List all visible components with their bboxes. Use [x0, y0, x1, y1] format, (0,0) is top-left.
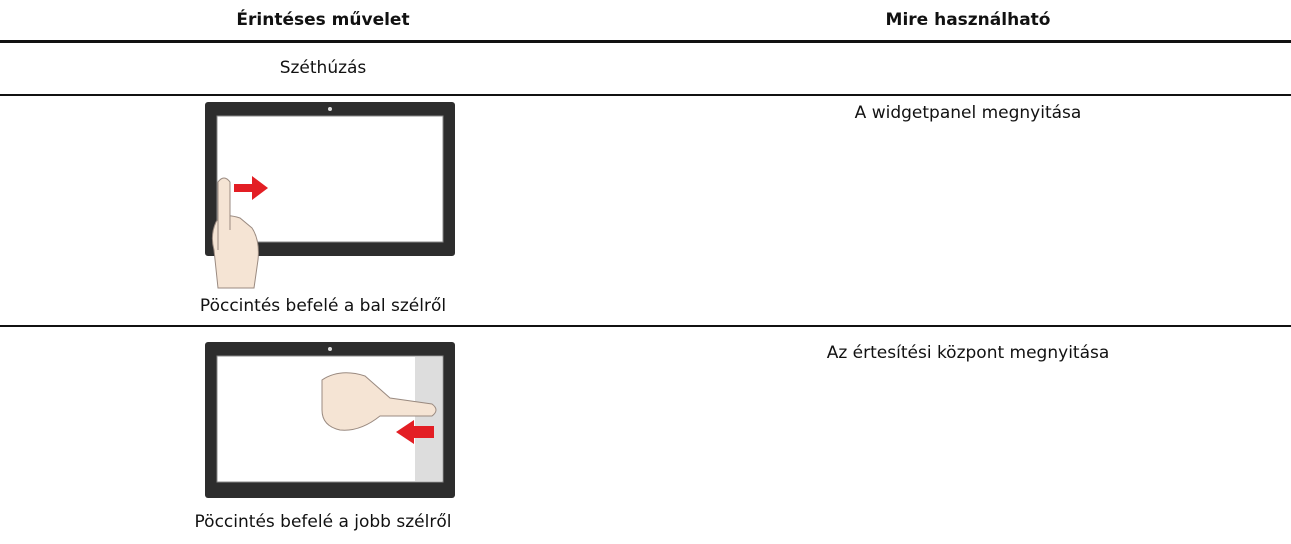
- gesture-illustration: [205, 102, 455, 289]
- gesture-illustration: [205, 342, 455, 498]
- header-rule: [0, 40, 1291, 43]
- column-header: Mire használható: [885, 10, 1051, 30]
- gesture-label: Széthúzás: [279, 58, 367, 78]
- usage-text: A widgetpanel megnyitása: [854, 103, 1082, 123]
- row-rule: [0, 325, 1291, 327]
- gesture-label: Pöccintés befelé a bal szélről: [199, 296, 447, 316]
- gesture-label: Pöccintés befelé a jobb szélről: [194, 512, 452, 532]
- row-rule: [0, 94, 1291, 96]
- column-header: Érintéses művelet: [236, 10, 410, 30]
- usage-text: Az értesítési központ megnyitása: [826, 343, 1110, 363]
